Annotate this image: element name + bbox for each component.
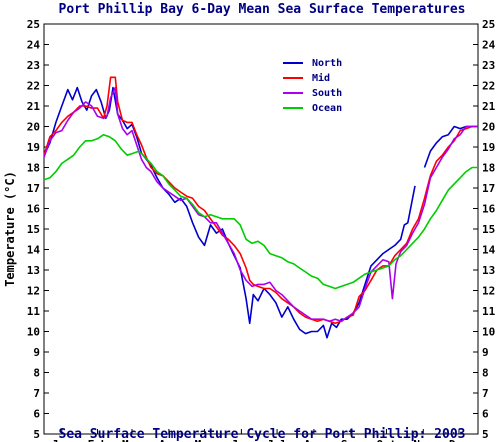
- x-tick-label: Aug: [304, 438, 324, 442]
- x-tick-label: Oct: [377, 438, 397, 442]
- y-tick-label-right: 25: [482, 18, 495, 31]
- y-tick-label-left: 20: [27, 121, 40, 134]
- y-tick-label-left: 5: [33, 428, 40, 441]
- y-tick-label-right: 9: [482, 346, 489, 359]
- y-tick-label-left: 14: [27, 244, 41, 257]
- series-line-north: [423, 125, 478, 168]
- chart-title: Port Phillip Bay 6-Day Mean Sea Surface …: [59, 2, 466, 17]
- y-tick-label-right: 22: [482, 80, 495, 93]
- x-axis-label: Sea Surface Temperature Cycle for Port P…: [59, 427, 466, 442]
- y-axis-right: 5 6 7 8 9 10 11 12 13 14 15 16 17 18 19 20 21 22 23 24 25: [473, 18, 496, 441]
- y-tick-label-right: 15: [482, 223, 495, 236]
- y-tick-label-right: 21: [482, 100, 496, 113]
- y-tick-label-right: 14: [482, 244, 496, 257]
- y-tick-label-right: 19: [482, 141, 495, 154]
- x-tick-label: Dec: [449, 438, 469, 442]
- y-tick-label-left: 12: [27, 285, 40, 298]
- series-line-north: [43, 86, 416, 339]
- x-tick-label: Apr: [159, 438, 179, 442]
- x-tick-label: Jan: [52, 438, 72, 442]
- x-tick-label: Jun: [231, 438, 251, 442]
- x-tick-label: Jul: [267, 438, 287, 442]
- series-layer: [43, 76, 478, 339]
- y-tick-label-right: 10: [482, 326, 495, 339]
- y-tick-label-right: 13: [482, 264, 495, 277]
- x-axis: Jan Feb Mar Apr May Jun Jul Aug Sep Oct Nov Dec: [52, 429, 469, 442]
- y-tick-label-right: 6: [482, 408, 489, 421]
- y-tick-label-left: 15: [27, 223, 40, 236]
- plot-area: 5 6 7 8 9 10 11 12 13 14 15 16 17 18 19 20 21 22 23 24 25 5 6…: [27, 18, 496, 442]
- y-tick-label-right: 17: [482, 182, 495, 195]
- legend-label-ocean: Ocean: [312, 103, 342, 114]
- series-line-south: [43, 86, 478, 323]
- series-line-mid: [43, 76, 478, 325]
- y-tick-label-left: 21: [27, 100, 41, 113]
- y-tick-label-right: 20: [482, 121, 495, 134]
- y-tick-label-right: 18: [482, 162, 495, 175]
- y-tick-label-right: 5: [482, 428, 489, 441]
- y-tick-label-right: 12: [482, 285, 495, 298]
- legend-label-south: South: [312, 88, 342, 99]
- y-tick-label-right: 7: [482, 387, 489, 400]
- x-tick-label: Feb: [88, 438, 108, 442]
- y-tick-label-left: 13: [27, 264, 40, 277]
- series-line-ocean: [43, 133, 478, 290]
- y-tick-label-left: 16: [27, 203, 41, 216]
- y-tick-label-left: 8: [33, 367, 40, 380]
- y-tick-label-left: 10: [27, 326, 40, 339]
- x-tick-label: May: [195, 438, 215, 442]
- y-axis-label: Temperature (°C): [3, 171, 17, 287]
- y-tick-label-right: 16: [482, 203, 496, 216]
- y-tick-label-right: 24: [482, 39, 496, 52]
- y-tick-label-left: 19: [27, 141, 40, 154]
- y-tick-label-left: 11: [27, 305, 41, 318]
- x-tick-label: Mar: [122, 438, 142, 442]
- x-tick-label: Sep: [341, 438, 361, 442]
- y-axis-left: 5 6 7 8 9 10 11 12 13 14 15 16 17 18 19 20 21 22 23 24 25: [27, 18, 49, 441]
- y-tick-label-left: 24: [27, 39, 41, 52]
- legend-label-mid: Mid: [312, 72, 330, 84]
- y-tick-label-left: 18: [27, 162, 40, 175]
- y-tick-label-left: 7: [33, 387, 40, 400]
- y-tick-label-left: 25: [27, 18, 40, 31]
- legend-label-north: North: [312, 58, 342, 69]
- y-tick-label-left: 9: [33, 346, 40, 359]
- x-tick-label: Nov: [413, 438, 433, 442]
- y-tick-label-right: 8: [482, 367, 489, 380]
- y-tick-label-left: 23: [27, 59, 40, 72]
- y-tick-label-left: 22: [27, 80, 40, 93]
- y-tick-label-left: 6: [33, 408, 40, 421]
- y-tick-label-right: 11: [482, 305, 496, 318]
- legend: North Mid South Ocean: [283, 58, 342, 114]
- y-tick-label-left: 17: [27, 182, 40, 195]
- y-tick-label-right: 23: [482, 59, 495, 72]
